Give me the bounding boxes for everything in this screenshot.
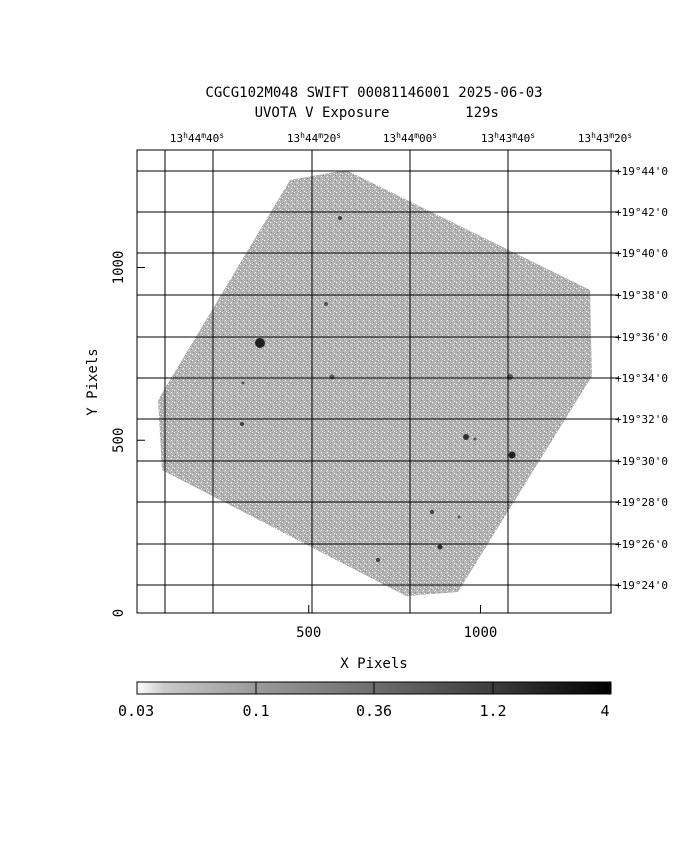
- ra-axis-labels: 13h44m40s 13h44m20s 13h44m00s 13h43m40s 13h4…: [170, 131, 632, 145]
- dec-tick-label: +19°24'0: [615, 579, 668, 592]
- x-axis-label: X Pixels: [340, 656, 407, 672]
- source: [241, 381, 245, 385]
- source: [324, 302, 328, 306]
- colorbar-label: 1.2: [479, 702, 506, 720]
- exposure-footprint: [158, 170, 592, 596]
- sources: [240, 216, 516, 562]
- y-tick-label: 0: [111, 609, 127, 617]
- title-line-2-exposure: 129s: [465, 105, 499, 121]
- dec-grid-lines: [137, 170, 611, 586]
- title-line-1: CGCG102M048 SWIFT 00081146001 2025-06-03: [205, 85, 542, 101]
- ra-tick-label: 13h44m00s: [383, 131, 437, 145]
- dec-tick-label: +19°26'0: [615, 538, 668, 551]
- ra-tick-label: 13h44m20s: [287, 131, 341, 145]
- y-axis-label: Y Pixels: [85, 348, 101, 415]
- colorbar: 0.03 0.1 0.36 1.2 4: [118, 681, 612, 720]
- x-axis-ticks: 500 1000: [296, 605, 497, 641]
- dec-tick-label: +19°44'0: [615, 165, 668, 178]
- title-line-2-label: UVOTA V Exposure: [255, 105, 390, 121]
- plot-frame: [136, 149, 612, 614]
- source: [329, 374, 335, 380]
- colorbar-labels: 0.03 0.1 0.36 1.2 4: [118, 682, 610, 720]
- dec-tick-label: +19°34'0: [615, 372, 668, 385]
- dec-tick-label: +19°28'0: [615, 496, 668, 509]
- ra-tick-label: 13h43m40s: [481, 131, 535, 145]
- dec-tick-label: +19°36'0: [615, 331, 668, 344]
- y-tick-label: 500: [111, 428, 127, 453]
- dec-tick-label: +19°32'0: [615, 413, 668, 426]
- source: [430, 510, 434, 514]
- exposure-region: [158, 170, 592, 596]
- dec-tick-label: +19°42'0: [615, 206, 668, 219]
- source: [338, 216, 342, 220]
- x-tick-label: 1000: [464, 625, 498, 641]
- colorbar-label: 0.1: [242, 702, 269, 720]
- bright-source: [508, 451, 516, 459]
- y-tick-label: 1000: [111, 251, 127, 285]
- dec-tick-label: +19°40'0: [615, 247, 668, 260]
- source: [376, 558, 380, 562]
- source: [240, 422, 244, 426]
- dec-tick-label: +19°38'0: [615, 289, 668, 302]
- source: [457, 515, 461, 519]
- colorbar-label: 0.03: [118, 702, 154, 720]
- ra-grid-lines: [164, 150, 509, 613]
- source: [473, 437, 477, 441]
- dec-axis-labels: +19°44'0 +19°42'0 +19°40'0 +19°38'0 +19°36'0…: [611, 165, 668, 592]
- y-axis-ticks: 0 500 1000: [111, 251, 145, 617]
- colorbar-label: 0.36: [356, 702, 392, 720]
- ra-tick-label: 13h44m40s: [170, 131, 224, 145]
- source: [437, 544, 443, 550]
- source: [463, 434, 469, 440]
- x-tick-label: 500: [296, 625, 321, 641]
- dec-tick-label: +19°30'0: [615, 455, 668, 468]
- bright-source: [255, 338, 265, 348]
- colorbar-label: 4: [600, 702, 609, 720]
- ra-tick-label: 13h43m20s: [578, 131, 632, 145]
